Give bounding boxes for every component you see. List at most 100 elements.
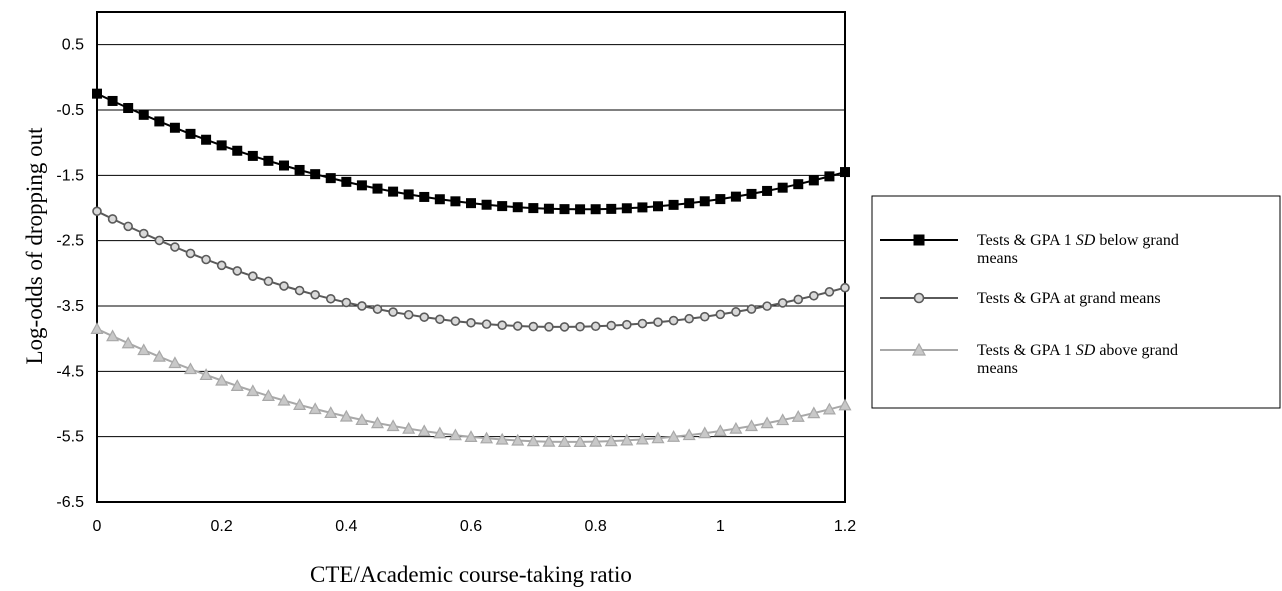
data-point [809, 290, 819, 301]
data-point [822, 402, 836, 415]
data-point [466, 317, 476, 328]
data-point [526, 434, 540, 447]
data-point [123, 103, 134, 114]
data-point [575, 321, 585, 332]
data-point [170, 242, 180, 252]
data-point [840, 167, 850, 178]
data-point [824, 171, 835, 182]
data-point [744, 419, 759, 432]
y-tick-label: -3.5 [56, 298, 84, 315]
x-tick-labels: 0 0.2 0.4 0.6 0.8 1 1.2 [93, 518, 857, 535]
data-point [106, 329, 120, 342]
data-point [152, 349, 166, 362]
data-point [776, 413, 790, 426]
series-2 [92, 206, 850, 332]
x-tick-label: 1.2 [834, 518, 856, 535]
data-point [388, 186, 399, 197]
data-point [324, 406, 338, 418]
data-point [263, 276, 274, 287]
data-point [668, 315, 679, 326]
data-point [261, 389, 275, 401]
series-1 [92, 88, 850, 215]
data-point [528, 203, 539, 214]
data-point [620, 433, 634, 446]
data-point [528, 321, 539, 332]
data-point [791, 409, 805, 422]
data-point [621, 203, 632, 214]
data-point [575, 204, 586, 215]
data-point [731, 307, 741, 317]
data-point [512, 202, 523, 213]
data-point [169, 122, 180, 133]
data-point [294, 285, 305, 296]
data-point [511, 433, 525, 446]
data-point [232, 266, 243, 276]
data-point [653, 201, 663, 212]
data-point [793, 294, 804, 305]
data-point [386, 419, 400, 432]
data-point [913, 234, 925, 246]
data-point [248, 271, 258, 282]
data-point [325, 173, 336, 184]
data-point [419, 191, 430, 202]
data-point [807, 406, 821, 419]
data-point [185, 128, 196, 139]
data-point [341, 297, 352, 308]
data-point [92, 88, 102, 99]
data-point [589, 434, 603, 447]
y-tick-label: -2.5 [56, 233, 84, 250]
data-point [121, 336, 135, 349]
data-point [713, 424, 727, 437]
data-point [434, 194, 445, 205]
data-point [310, 289, 320, 300]
data-point [246, 384, 260, 397]
data-point [388, 307, 398, 317]
data-point [590, 204, 601, 215]
data-point [138, 109, 149, 120]
data-point [684, 198, 695, 209]
data-point [279, 160, 289, 171]
y-tick-label: -0.5 [56, 102, 84, 119]
data-point [667, 430, 681, 442]
data-point [201, 254, 211, 265]
data-point [403, 189, 414, 200]
y-tick-label: 0.5 [62, 37, 84, 54]
data-point [777, 182, 788, 193]
data-point [90, 322, 104, 334]
data-point [137, 343, 151, 356]
data-point [357, 301, 367, 311]
data-point [651, 431, 665, 444]
data-point [199, 368, 213, 381]
data-point [356, 180, 367, 191]
y-tick-label: -5.5 [56, 429, 84, 446]
data-point [635, 432, 649, 445]
legend-label-line2: means [977, 250, 1018, 267]
data-point [230, 379, 244, 391]
data-point [183, 362, 198, 375]
data-point [699, 311, 710, 322]
legend-label: Tests & GPA 1 SD below grand [977, 232, 1179, 249]
y-tick-label: -4.5 [56, 363, 84, 380]
data-point [684, 313, 694, 324]
data-point [682, 428, 696, 441]
data-point [123, 221, 133, 232]
data-point [294, 164, 305, 175]
legend-item: Tests & GPA at grand means [880, 290, 1161, 307]
data-point [760, 416, 774, 429]
series-line [96, 327, 846, 443]
data-point [107, 95, 118, 106]
data-point [277, 393, 291, 406]
data-point [824, 287, 835, 297]
data-point [435, 314, 445, 325]
data-point [606, 203, 617, 214]
data-point [417, 424, 431, 437]
data-point [154, 116, 165, 127]
data-point [168, 356, 182, 369]
x-tick-label: 0.2 [211, 518, 233, 535]
data-point [92, 206, 102, 217]
x-tick-label: 0.4 [335, 518, 357, 535]
data-point [559, 322, 570, 332]
data-point [107, 214, 118, 224]
